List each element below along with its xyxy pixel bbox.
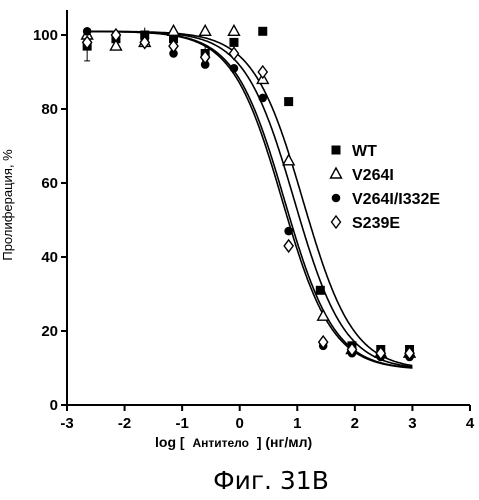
x-axis-label-part-3: ] (нг/мл) bbox=[257, 434, 312, 450]
x-tick-label: -2 bbox=[118, 415, 131, 432]
data-point-1 bbox=[229, 37, 239, 47]
data-point-4 bbox=[228, 46, 240, 61]
figure-caption: Фиг. 31B bbox=[213, 466, 329, 495]
data-point-2 bbox=[198, 23, 212, 36]
y-tick-label: 40 bbox=[41, 249, 58, 266]
x-tick-label: -1 bbox=[175, 415, 188, 432]
x-axis-label-part-1: log [ bbox=[155, 434, 185, 450]
data-point-1 bbox=[169, 34, 179, 44]
legend-label-3: V264I/I332E bbox=[352, 191, 440, 208]
data-points bbox=[80, 23, 417, 362]
legend-label-4: S239E bbox=[352, 215, 400, 232]
data-point-4 bbox=[317, 334, 329, 350]
data-point-4 bbox=[257, 64, 269, 80]
data-point-2 bbox=[281, 153, 296, 166]
data-point-3 bbox=[284, 226, 293, 236]
legend-label-1: WT bbox=[352, 143, 377, 160]
legend-marker-4 bbox=[330, 214, 342, 230]
x-axis-label-part-2: Антитело bbox=[192, 436, 249, 450]
data-point-1 bbox=[284, 97, 294, 107]
data-point-3 bbox=[169, 49, 178, 58]
data-point-4 bbox=[199, 50, 211, 65]
y-tick-label: 60 bbox=[41, 175, 58, 192]
data-point-4 bbox=[168, 38, 179, 54]
data-point-4 bbox=[110, 27, 122, 43]
legend-marker-1 bbox=[331, 145, 341, 155]
legend-marker-3 bbox=[331, 193, 341, 203]
x-axis-label: log [ Антитело ] (нг/мл) bbox=[155, 434, 312, 450]
data-point-2 bbox=[316, 308, 330, 321]
data-point-4 bbox=[346, 342, 358, 357]
data-point-4 bbox=[375, 346, 387, 361]
data-point-3 bbox=[200, 60, 210, 69]
y-tick-label: 20 bbox=[41, 323, 58, 340]
data-point-4 bbox=[81, 35, 93, 50]
data-point-2 bbox=[109, 38, 123, 51]
data-point-3 bbox=[229, 64, 239, 73]
legend: WT V264I V264I/I332E S239E bbox=[329, 143, 440, 232]
x-tick-label: 4 bbox=[466, 415, 475, 432]
legend-marker-2 bbox=[329, 166, 343, 179]
axes: 0 20 40 60 80 100 -3 -2 -1 0 1 2 3 4 bbox=[33, 10, 475, 432]
x-tick-label: 1 bbox=[293, 415, 301, 432]
data-point-4 bbox=[404, 346, 415, 361]
x-tick-label: -3 bbox=[60, 415, 73, 432]
data-point-1 bbox=[258, 26, 268, 36]
data-point-4 bbox=[283, 238, 295, 254]
data-point-4 bbox=[139, 35, 151, 50]
data-point-3 bbox=[82, 27, 92, 36]
x-tick-label: 0 bbox=[236, 415, 244, 432]
y-tick-label: 100 bbox=[33, 27, 58, 44]
x-tick-label: 3 bbox=[408, 415, 416, 432]
fit-curves bbox=[84, 30, 413, 369]
data-point-3 bbox=[258, 93, 268, 103]
y-tick-label: 0 bbox=[50, 397, 58, 414]
y-axis-label: Пролиферация, % bbox=[0, 149, 15, 261]
data-point-2 bbox=[166, 23, 181, 36]
legend-label-2: V264I bbox=[352, 167, 394, 184]
data-point-2 bbox=[227, 23, 241, 36]
data-point-1 bbox=[315, 285, 325, 295]
y-tick-label: 80 bbox=[41, 101, 58, 118]
x-tick-label: 2 bbox=[351, 415, 359, 432]
